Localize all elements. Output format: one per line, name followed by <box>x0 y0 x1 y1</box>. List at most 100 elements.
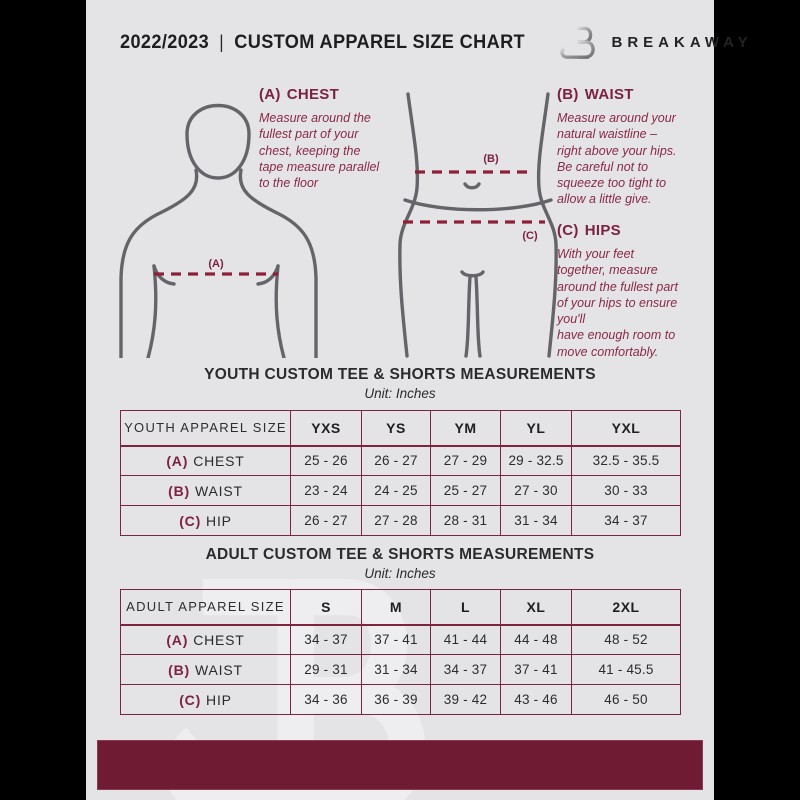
cell-value: 24 - 25 <box>361 475 431 506</box>
waist-hips-diagram-figure: (B) (C) <box>398 92 558 358</box>
table-row: (C) HIP 34 - 36 36 - 39 39 - 42 43 - 46 4… <box>120 684 681 715</box>
adult-table-title: ADULT CUSTOM TEE & SHORTS MEASUREMENTS <box>205 546 595 563</box>
cell-value: 27 - 30 <box>500 475 572 506</box>
cell-value: 37 - 41 <box>500 654 572 685</box>
title-text: CUSTOM APPAREL SIZE CHART <box>234 30 526 53</box>
youth-table-unit: Unit: Inches <box>364 386 436 401</box>
row-label: (B) WAIST <box>120 654 291 685</box>
table-row: (B) WAIST 29 - 31 31 - 34 34 - 37 37 - 41… <box>120 654 681 685</box>
row-name: HIP <box>206 691 232 708</box>
hips-line-label: (C) <box>522 230 538 242</box>
row-label: (B) WAIST <box>120 475 291 506</box>
adult-header-row: ADULT APPAREL SIZE S M L XL 2XL <box>120 589 681 626</box>
cell-value: 28 - 31 <box>430 505 501 536</box>
youth-col-header: YL <box>500 410 572 447</box>
title-separator: | <box>219 31 225 52</box>
cell-value: 37 - 41 <box>361 624 431 655</box>
youth-col-header: YS <box>361 410 431 447</box>
cell-value: 29 - 32.5 <box>500 445 572 476</box>
footer-bar <box>97 740 703 790</box>
cell-value: 26 - 27 <box>290 505 362 536</box>
cell-value: 34 - 37 <box>290 624 362 655</box>
adult-col-header: L <box>430 589 501 626</box>
cell-value: 48 - 52 <box>571 624 681 655</box>
chest-key: (A) <box>259 86 281 103</box>
adult-col-header: M <box>361 589 431 626</box>
row-label: (C) HIP <box>120 505 291 536</box>
row-name: WAIST <box>195 482 243 499</box>
adult-col-header: ADULT APPAREL SIZE <box>120 589 291 626</box>
table-row: (A) CHEST 25 - 26 26 - 27 27 - 29 29 - 32… <box>120 445 681 476</box>
cell-value: 25 - 26 <box>290 445 362 476</box>
row-key: (C) <box>179 691 202 708</box>
row-name: HIP <box>206 512 232 529</box>
row-name: CHEST <box>193 452 245 469</box>
hips-key: (C) <box>557 222 579 239</box>
youth-size-table: YOUTH APPAREL SIZE YXS YS YM YL YXL (A) C… <box>120 410 681 536</box>
table-row: (B) WAIST 23 - 24 24 - 25 25 - 27 27 - 30… <box>120 475 681 506</box>
waist-key: (B) <box>557 86 579 103</box>
cell-value: 30 - 33 <box>571 475 681 506</box>
adult-col-header: S <box>290 589 362 626</box>
chest-name: CHEST <box>286 86 340 103</box>
cell-value: 43 - 46 <box>500 684 572 715</box>
cell-value: 23 - 24 <box>290 475 362 506</box>
row-name: CHEST <box>193 631 245 648</box>
row-label: (A) CHEST <box>120 624 291 655</box>
cell-value: 46 - 50 <box>571 684 681 715</box>
brand: BREAKAWAY <box>556 18 753 66</box>
youth-header-row: YOUTH APPAREL SIZE YXS YS YM YL YXL <box>120 410 681 447</box>
waist-name: WAIST <box>584 86 634 103</box>
chest-instruction-text: Measure around the fullest part of your … <box>259 111 380 190</box>
cell-value: 34 - 36 <box>290 684 362 715</box>
cell-value: 27 - 29 <box>430 445 501 476</box>
cell-value: 31 - 34 <box>361 654 431 685</box>
chest-line-label: (A) <box>208 258 224 270</box>
row-label: (A) CHEST <box>120 445 291 476</box>
hips-instruction-heading: (C) HIPS <box>557 222 715 239</box>
cell-value: 44 - 48 <box>500 624 572 655</box>
adult-col-header: XL <box>500 589 572 626</box>
table-row: (C) HIP 26 - 27 27 - 28 28 - 31 31 - 34 3… <box>120 505 681 536</box>
cell-value: 41 - 44 <box>430 624 501 655</box>
adult-table-unit: Unit: Inches <box>364 566 436 581</box>
waist-instruction-heading: (B) WAIST <box>557 86 709 103</box>
table-row: (A) CHEST 34 - 37 37 - 41 41 - 44 44 - 48… <box>120 624 681 655</box>
document-page: 2022/2023 | CUSTOM APPAREL SIZE CHART <box>86 0 748 800</box>
cell-value: 31 - 34 <box>500 505 572 536</box>
row-key: (A) <box>166 631 189 648</box>
hips-instruction-text: With your feet together, measure around … <box>557 247 678 359</box>
page-title: 2022/2023 | CUSTOM APPAREL SIZE CHART <box>120 31 525 54</box>
chest-diagram-figure: (A) <box>119 103 318 358</box>
youth-col-header: YM <box>430 410 501 447</box>
waist-instruction: (B) WAIST Measure around your natural wai… <box>557 86 709 208</box>
cell-value: 34 - 37 <box>571 505 681 536</box>
header: 2022/2023 | CUSTOM APPAREL SIZE CHART <box>120 18 748 66</box>
row-key: (C) <box>179 512 202 529</box>
adult-col-header: 2XL <box>571 589 681 626</box>
adult-size-table: ADULT APPAREL SIZE S M L XL 2XL (A) CHEST… <box>120 589 681 715</box>
cell-value: 27 - 28 <box>361 505 431 536</box>
row-name: WAIST <box>195 661 243 678</box>
waist-instruction-text: Measure around your natural waistline – … <box>557 111 677 207</box>
cell-value: 25 - 27 <box>430 475 501 506</box>
row-key: (B) <box>168 661 191 678</box>
hips-instruction: (C) HIPS With your feet together, measure… <box>557 222 715 360</box>
cell-value: 39 - 42 <box>430 684 501 715</box>
brand-name: BREAKAWAY <box>611 33 753 51</box>
waist-line-label: (B) <box>483 153 499 165</box>
youth-col-header: YXS <box>290 410 362 447</box>
row-key: (A) <box>166 452 189 469</box>
youth-col-header: YOUTH APPAREL SIZE <box>120 410 291 447</box>
youth-col-header: YXL <box>571 410 681 447</box>
chest-instruction-heading: (A) CHEST <box>259 86 411 103</box>
season-label: 2022/2023 <box>120 30 210 53</box>
cell-value: 41 - 45.5 <box>571 654 681 685</box>
chest-instruction: (A) CHEST Measure around the fullest part… <box>259 86 411 191</box>
cell-value: 36 - 39 <box>361 684 431 715</box>
cell-value: 34 - 37 <box>430 654 501 685</box>
row-key: (B) <box>168 482 191 499</box>
cell-value: 29 - 31 <box>290 654 362 685</box>
cell-value: 26 - 27 <box>361 445 431 476</box>
